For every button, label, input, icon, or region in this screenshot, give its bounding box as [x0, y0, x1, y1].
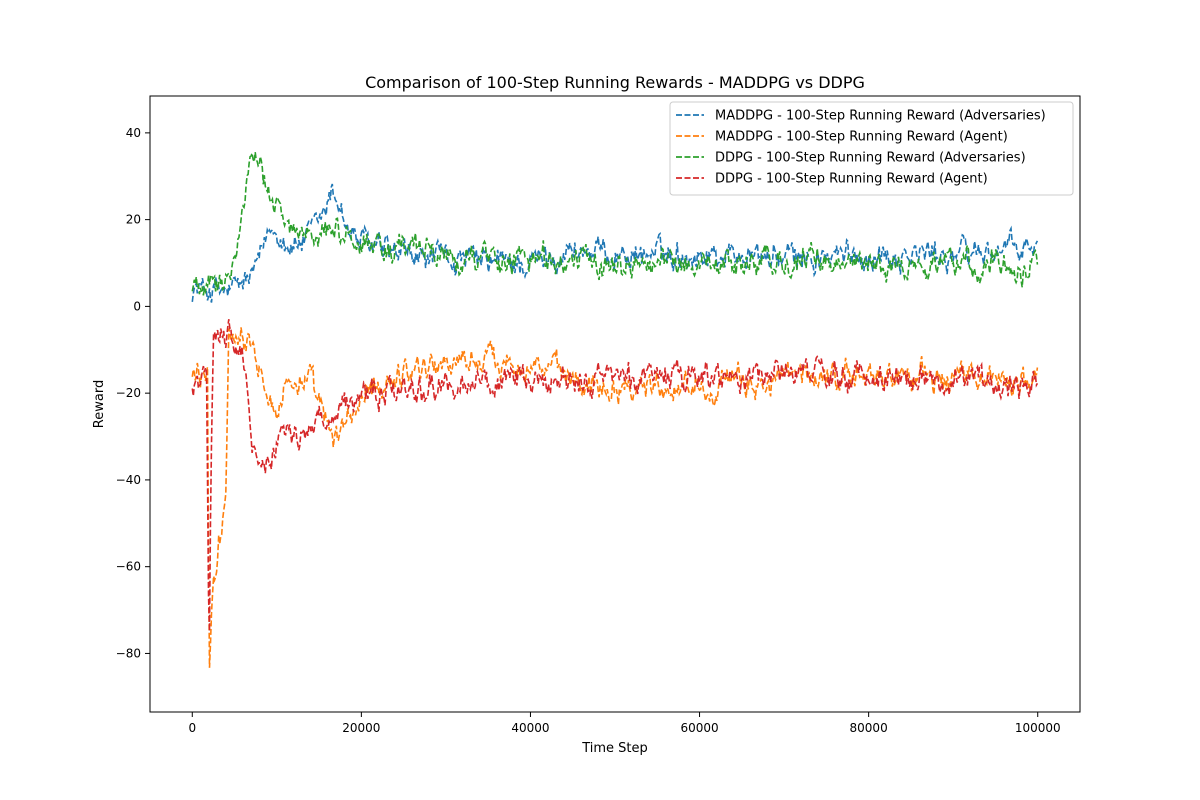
legend-label: DDPG - 100-Step Running Reward (Agent) [715, 172, 988, 187]
x-tick-label: 40000 [511, 721, 549, 735]
series-line-4 [191, 319, 1039, 632]
legend-label: MADDPG - 100-Step Running Reward (Agent) [715, 130, 1008, 145]
x-axis-label: Time Step [581, 741, 648, 756]
series-line-3 [191, 150, 1039, 296]
y-axis-label: Reward [92, 380, 107, 428]
plot-frame [149, 95, 1081, 713]
series-layer [191, 150, 1039, 668]
chart-title: Comparison of 100-Step Running Rewards -… [365, 73, 865, 92]
y-tick-label: 40 [126, 126, 141, 140]
x-tick-label: 20000 [342, 721, 380, 735]
legend: MADDPG - 100-Step Running Reward (Advers… [669, 101, 1074, 196]
legend-label: MADDPG - 100-Step Running Reward (Advers… [715, 109, 1046, 124]
y-axis: −80 −60 −40 −20 0 20 40 [116, 126, 150, 660]
y-tick-label: 0 [133, 299, 141, 313]
series-line-1 [191, 183, 1039, 303]
legend-box [669, 101, 1074, 196]
x-tick-label: 80000 [850, 721, 888, 735]
y-tick-label: −20 [116, 386, 141, 400]
y-tick-label: 20 [126, 213, 141, 227]
y-tick-label: −80 [116, 646, 141, 660]
y-tick-label: −60 [116, 560, 141, 574]
legend-label: DDPG - 100-Step Running Reward (Adversar… [715, 151, 1026, 166]
x-axis: 0 20000 40000 60000 80000 100000 [188, 712, 1061, 735]
x-tick-label: 100000 [1015, 721, 1061, 735]
x-tick-label: 0 [188, 721, 196, 735]
x-tick-label: 60000 [680, 721, 718, 735]
y-tick-label: −40 [116, 473, 141, 487]
